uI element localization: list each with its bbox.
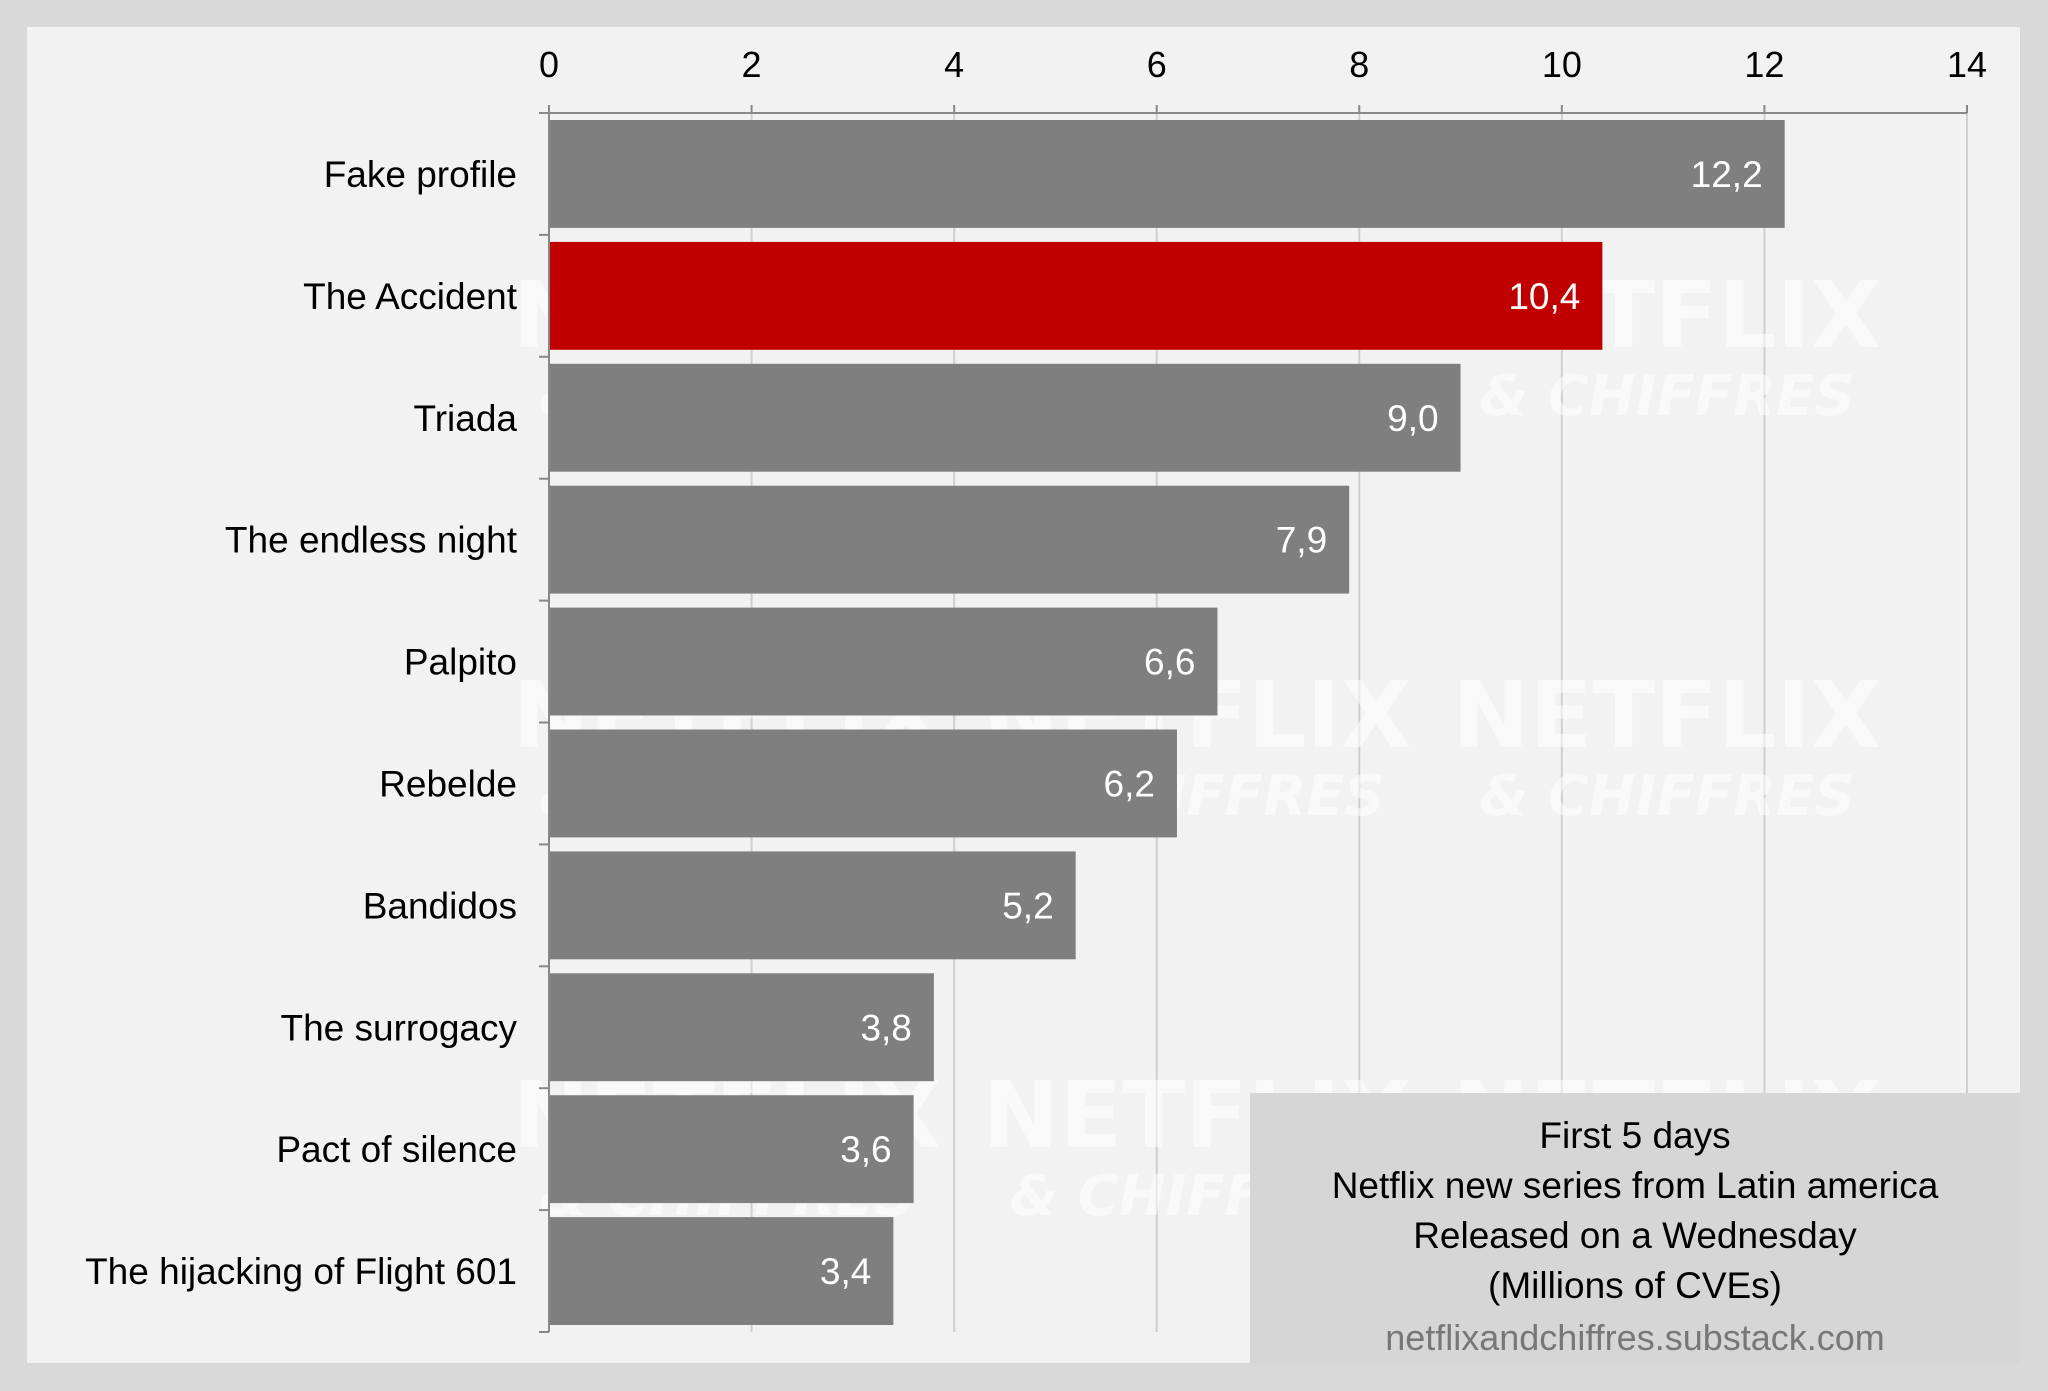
category-label-7: The surrogacy xyxy=(281,1007,518,1048)
watermark-title-5: NETFLIX xyxy=(1452,662,1881,769)
watermark-subtitle-5: & CHIFFRES xyxy=(1479,764,1854,829)
bar-6 xyxy=(549,851,1076,960)
bar-7 xyxy=(549,973,934,1082)
info-legend-box: First 5 days Netflix new series from Lat… xyxy=(1250,1093,2020,1363)
x-tick-label-10: 10 xyxy=(1542,44,1582,85)
x-tick-label-8: 8 xyxy=(1349,44,1369,85)
x-tick-label-6: 6 xyxy=(1147,44,1167,85)
axes xyxy=(539,105,1968,1333)
bar-value-label-7: 3,8 xyxy=(860,1007,911,1048)
bar-value-label-5: 6,2 xyxy=(1104,763,1155,804)
source-url[interactable]: netflixandchiffres.substack.com xyxy=(1385,1317,1885,1358)
category-label-9: The hijacking of Flight 601 xyxy=(85,1251,517,1292)
bar-value-label-8: 3,6 xyxy=(840,1129,891,1170)
bar-3 xyxy=(549,485,1350,594)
x-tick-label-12: 12 xyxy=(1744,44,1784,85)
category-label-2: Triada xyxy=(413,398,517,439)
bar-value-label-6: 5,2 xyxy=(1002,885,1053,926)
category-label-5: Rebelde xyxy=(379,763,517,804)
bar-2 xyxy=(549,363,1461,472)
category-label-1: The Accident xyxy=(303,276,518,317)
info-line-period: First 5 days xyxy=(1539,1115,1731,1156)
bar-5 xyxy=(549,729,1177,838)
bar-9 xyxy=(549,1217,894,1325)
bar-4 xyxy=(549,607,1218,716)
bar-value-label-9: 3,4 xyxy=(820,1251,871,1292)
category-label-8: Pact of silence xyxy=(276,1129,517,1170)
bar-value-label-0: 12,2 xyxy=(1691,154,1763,195)
bar-value-label-3: 7,9 xyxy=(1276,520,1327,561)
x-tick-label-14: 14 xyxy=(1947,44,1987,85)
info-line-subject: Netflix new series from Latin america xyxy=(1331,1165,1939,1206)
bar-value-label-1: 10,4 xyxy=(1508,276,1580,317)
category-label-4: Palpito xyxy=(404,642,517,683)
watermark-subtitle-2: & CHIFFRES xyxy=(1479,364,1854,429)
info-line-unit: (Millions of CVEs) xyxy=(1488,1265,1782,1306)
labels: 0 2 4 6 8 10 12 14 12,2 Fake profile 10,4 The Accid… xyxy=(85,44,1987,1292)
bar-0 xyxy=(549,120,1785,228)
category-label-6: Bandidos xyxy=(363,885,517,926)
x-tick-label-2: 2 xyxy=(742,44,762,85)
x-tick-label-0: 0 xyxy=(539,44,559,85)
bar-8 xyxy=(549,1095,914,1204)
category-label-0: Fake profile xyxy=(324,154,517,195)
bar-value-label-4: 6,6 xyxy=(1144,642,1195,683)
bar-1 xyxy=(549,241,1603,350)
bar-value-label-2: 9,0 xyxy=(1387,398,1438,439)
category-label-3: The endless night xyxy=(225,520,518,561)
x-tick-label-4: 4 xyxy=(944,44,964,85)
bars xyxy=(549,120,1785,1325)
info-line-release: Released on a Wednesday xyxy=(1413,1215,1857,1256)
